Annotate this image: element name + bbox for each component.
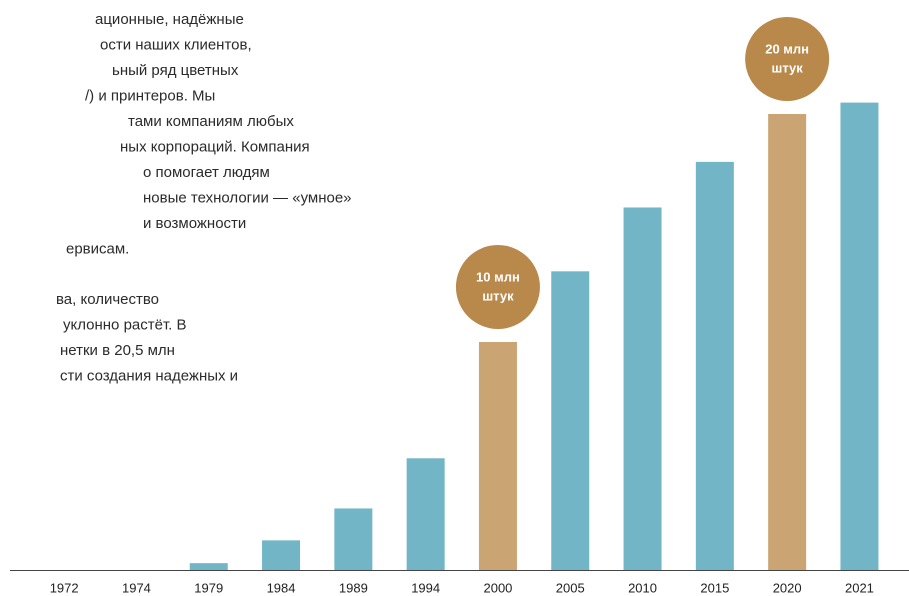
paragraph-line: ных корпораций. Компания: [120, 138, 310, 155]
x-tick-label: 2005: [556, 580, 585, 595]
paragraph-line: тами компаниям любых: [128, 113, 294, 130]
x-tick-label: 1994: [411, 580, 440, 595]
paragraph-line: сти создания надежных и: [60, 367, 238, 384]
bar: [262, 540, 301, 570]
annotation-text: 10 млн: [476, 269, 520, 284]
annotation-text: штук: [772, 60, 804, 75]
x-tick-label: 2021: [845, 580, 874, 595]
paragraph-line: и возможности: [143, 215, 246, 232]
x-tick-label: 1979: [194, 580, 223, 595]
annotation-text: 20 млн: [765, 41, 809, 56]
bar: [406, 458, 445, 570]
bar: [551, 271, 590, 570]
paragraph-line: нетки в 20,5 млн: [60, 342, 175, 359]
bar: [695, 161, 734, 570]
paragraph-line: ва, количество: [56, 291, 159, 308]
annotation-badge: [455, 245, 540, 329]
paragraph-line: о помогает людям: [143, 164, 270, 181]
paragraph-line: новые технологии — «умное»: [143, 189, 352, 206]
bar: [478, 342, 517, 570]
paragraph-line: уклонно растёт. В: [63, 316, 187, 333]
paragraph-line: ьный ряд цветных: [112, 62, 239, 79]
paragraph-line: ационные, надёжные: [95, 11, 244, 28]
x-tick-label: 2015: [700, 580, 729, 595]
x-tick-label: 2010: [628, 580, 657, 595]
annotation-badge: [745, 17, 830, 101]
x-tick-label: 2020: [773, 580, 802, 595]
paragraph-line: ости наших клиентов,: [100, 36, 252, 53]
bar: [334, 508, 373, 570]
x-tick-label: 1989: [339, 580, 368, 595]
x-tick-label: 2000: [483, 580, 512, 595]
bar: [623, 207, 662, 571]
paragraph-line: ервисам.: [66, 240, 129, 257]
annotation-text: штук: [482, 288, 514, 303]
x-tick-label: 1974: [122, 580, 151, 595]
bar: [189, 563, 228, 570]
x-tick-label: 1972: [50, 580, 79, 595]
x-tick-label: 1984: [267, 580, 296, 595]
paragraph-line: /) и принтеров. Мы: [85, 87, 215, 104]
bar: [840, 102, 879, 570]
bar: [768, 114, 807, 570]
